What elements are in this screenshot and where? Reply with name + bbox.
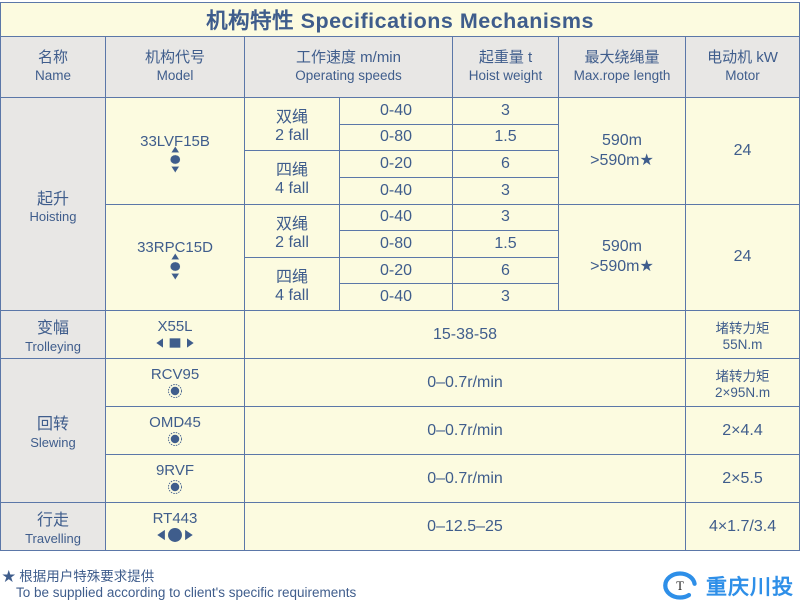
svg-text:T: T — [676, 579, 684, 593]
